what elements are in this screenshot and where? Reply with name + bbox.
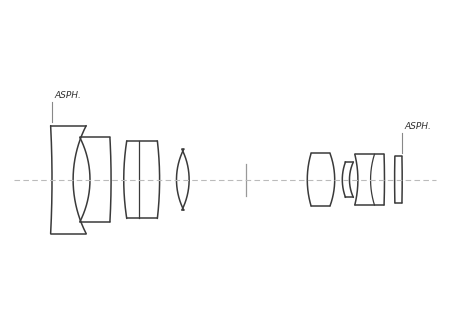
Text: ASPH.: ASPH. — [404, 122, 431, 131]
Text: ASPH.: ASPH. — [54, 91, 81, 100]
